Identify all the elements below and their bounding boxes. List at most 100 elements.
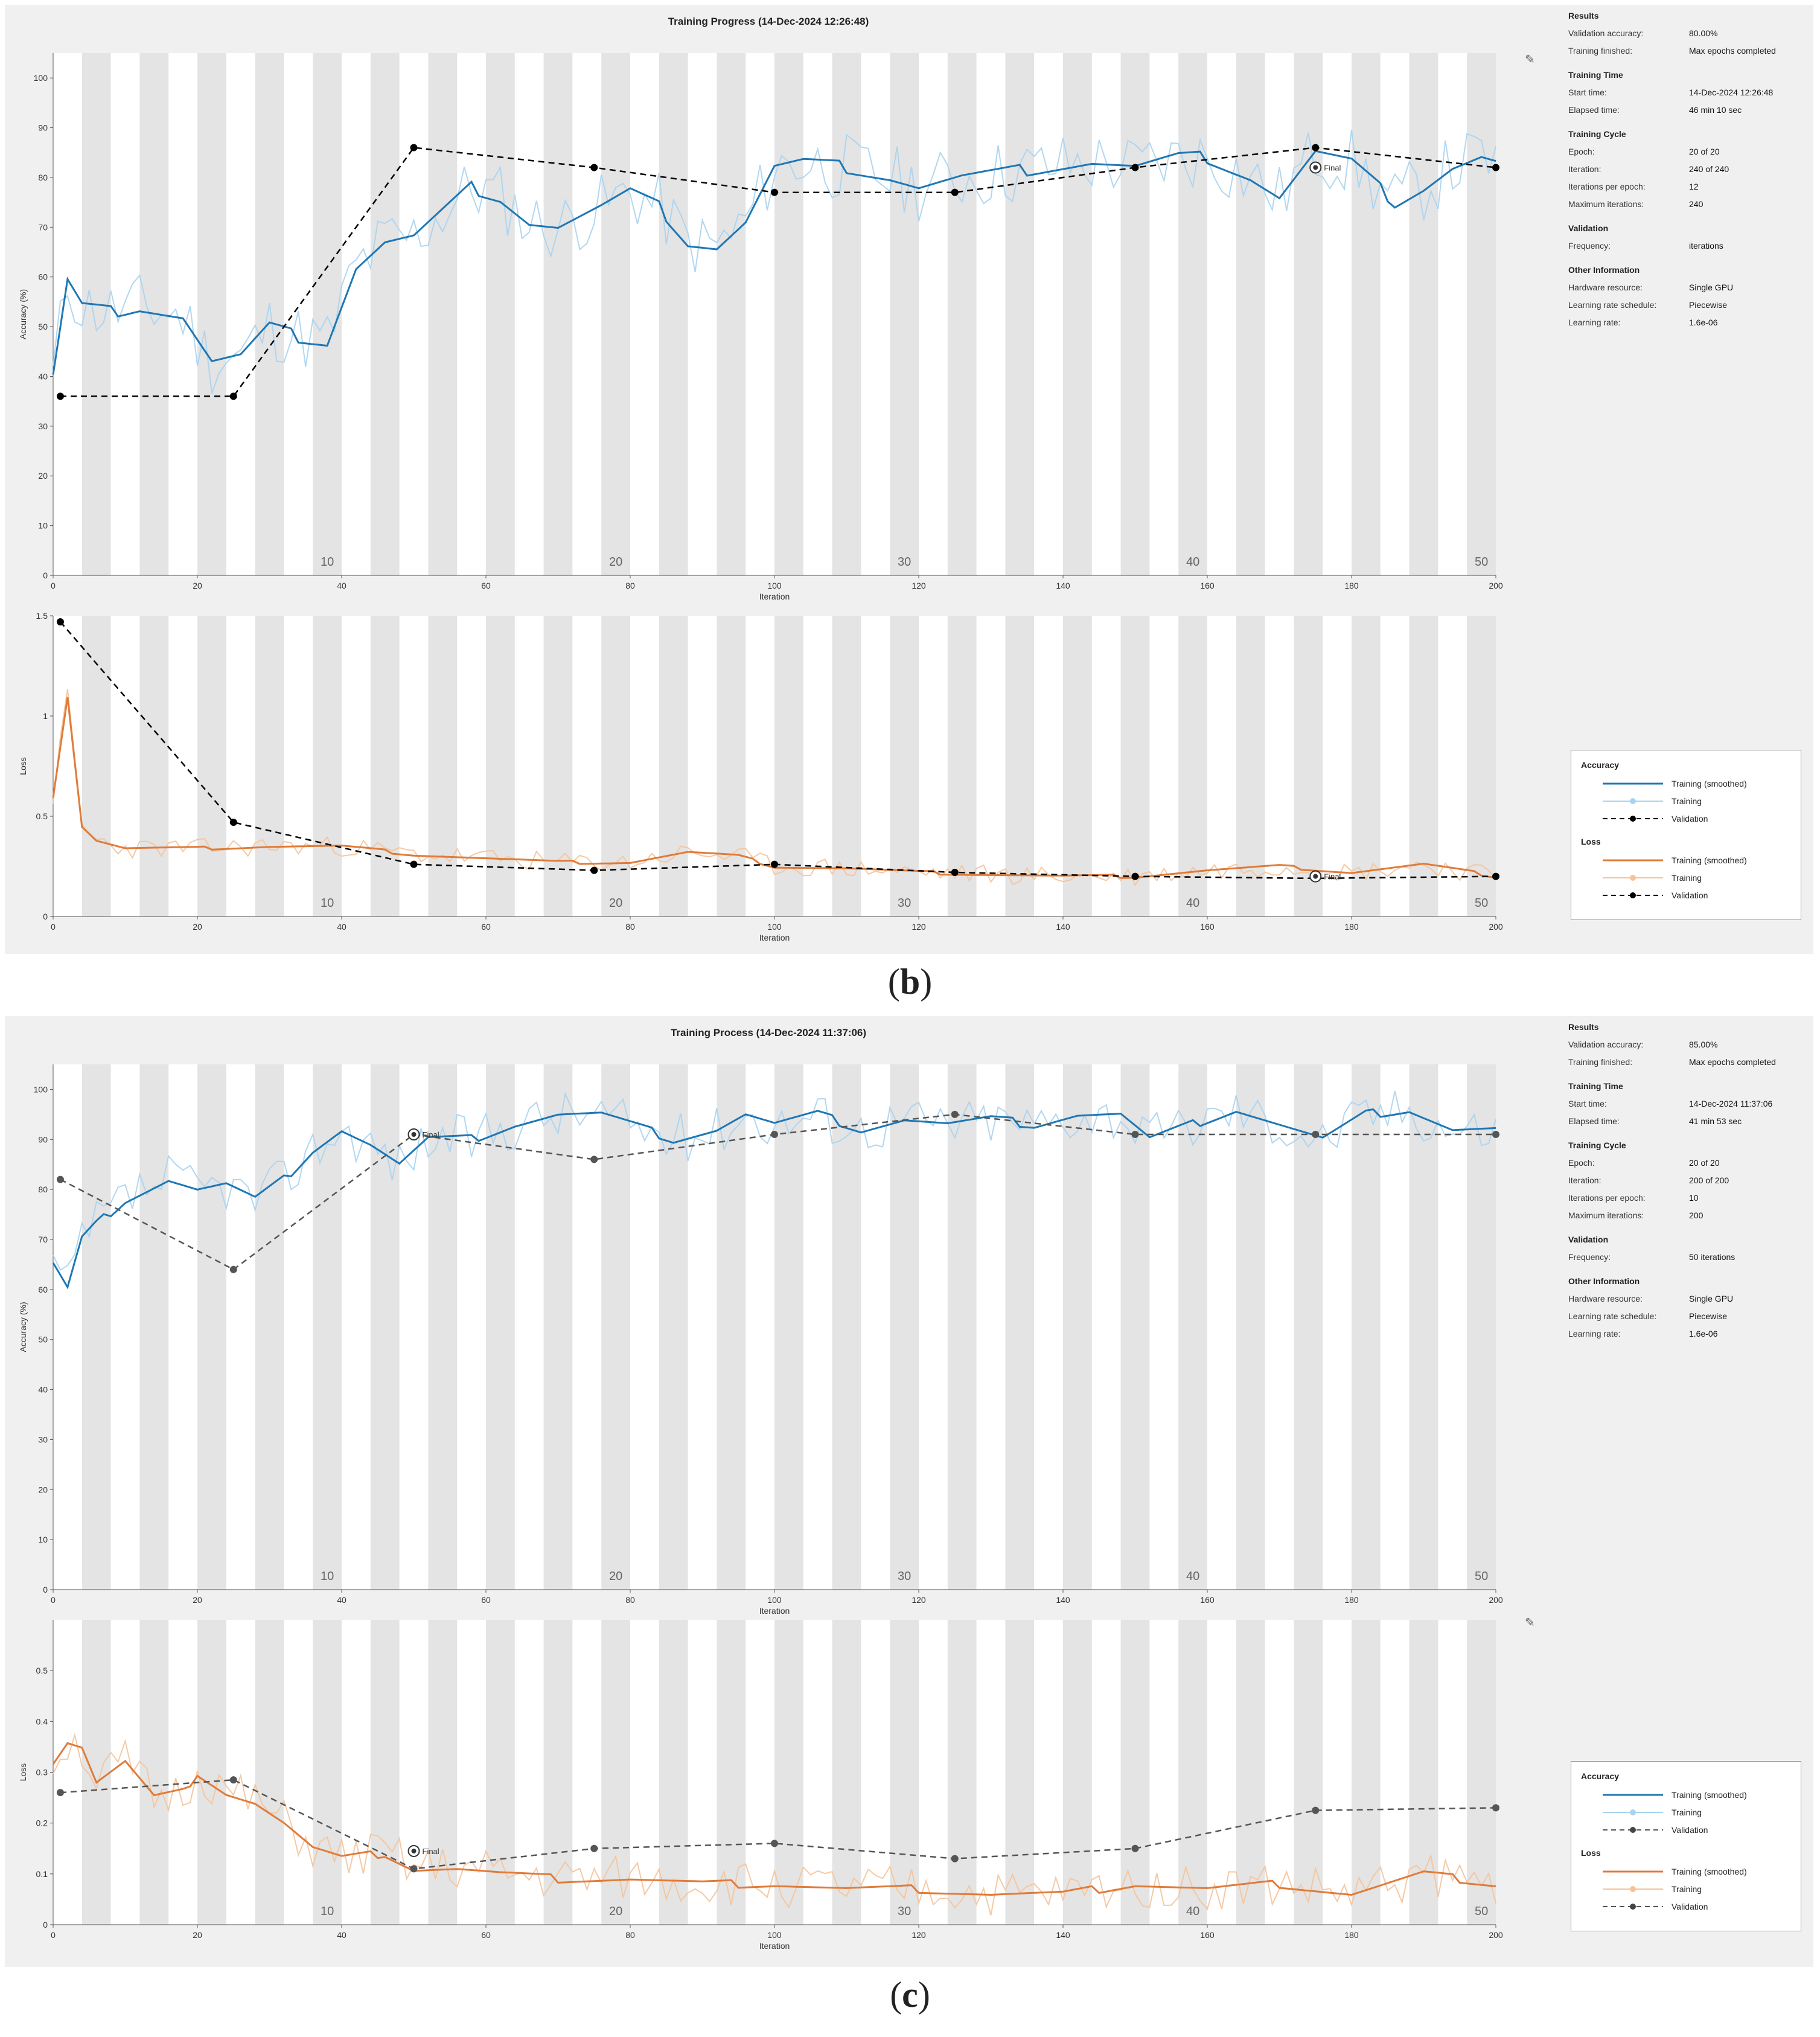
epoch-value: 20 of 20 — [1689, 146, 1720, 156]
x-tick-label: 120 — [912, 581, 926, 590]
x-tick-label: 20 — [193, 922, 202, 932]
epoch-shade — [832, 53, 861, 575]
validation-point — [1131, 872, 1139, 880]
swatch-acc-training — [1603, 1808, 1663, 1817]
y-axis-label: Accuracy (%) — [18, 289, 28, 339]
caption-letter: c — [902, 1975, 918, 2015]
epoch-label: 40 — [1186, 897, 1199, 910]
elapsed-time-value: 41 min 53 sec — [1689, 1116, 1742, 1126]
frequency-value: iterations — [1689, 240, 1723, 251]
y-tick-label: 20 — [38, 1485, 48, 1494]
epoch-shade — [313, 1064, 342, 1590]
x-tick-label: 100 — [767, 1930, 782, 1940]
epoch-shade — [543, 616, 573, 916]
x-tick-label: 160 — [1200, 581, 1215, 590]
y-tick-label: 0.5 — [36, 1666, 48, 1675]
epoch-shade — [890, 1620, 919, 1925]
x-tick-label: 80 — [625, 581, 635, 590]
other-info-heading: Other Information — [1568, 1276, 1640, 1286]
epoch-shade — [1294, 53, 1323, 575]
y-tick-label: 60 — [38, 272, 48, 282]
epoch-shade — [197, 1064, 226, 1590]
x-tick-label: 140 — [1056, 922, 1070, 932]
validation-point — [590, 1156, 598, 1163]
epoch-shade — [774, 1620, 803, 1925]
validation-point — [56, 1175, 64, 1183]
legend: Accuracy Training (smoothed) Training Va… — [1571, 750, 1801, 920]
epoch-shade — [370, 1620, 400, 1925]
info-label: Frequency: — [1568, 240, 1611, 251]
x-tick-label: 0 — [51, 1595, 56, 1605]
epoch-shade — [486, 616, 515, 916]
info-label: Hardware resource: — [1568, 282, 1643, 292]
x-tick-label: 60 — [481, 1930, 491, 1940]
lr-schedule-value: Piecewise — [1689, 1311, 1728, 1321]
elapsed-time-value: 46 min 10 sec — [1689, 104, 1742, 115]
caption-paren: ) — [918, 1975, 930, 2015]
epoch-shade — [1294, 1064, 1323, 1590]
x-tick-label: 140 — [1056, 1930, 1070, 1940]
y-axis-label: Loss — [18, 757, 28, 775]
swatch-loss-validation — [1603, 891, 1663, 900]
legend-accuracy-heading: Accuracy — [1581, 1771, 1620, 1781]
x-tick-label: 0 — [51, 581, 56, 590]
epoch-shade — [1120, 1064, 1150, 1590]
epoch-shade — [832, 1620, 861, 1925]
y-tick-label: 10 — [38, 1535, 48, 1544]
frequency-value: 50 iterations — [1689, 1252, 1735, 1262]
plot-b_loss: 0 20 40 60 80 100 120 140 160 180 200 0 0.5 1 1.5 Itera… — [18, 611, 1503, 942]
epoch-label: 50 — [1475, 555, 1488, 569]
training-finished-value: Max epochs completed — [1689, 45, 1776, 56]
epoch-shade — [1063, 1620, 1092, 1925]
y-tick-label: 30 — [38, 421, 48, 431]
epoch-shade — [139, 1064, 169, 1590]
epoch-shade — [1063, 53, 1092, 575]
lr-schedule-value: Piecewise — [1689, 299, 1728, 310]
epoch-shade — [601, 616, 630, 916]
epoch-shade — [1178, 1064, 1207, 1590]
epoch-shade — [428, 53, 458, 575]
epoch-shade — [428, 616, 458, 916]
training-smoothed-line — [52, 150, 1496, 375]
epoch-shade — [1467, 53, 1496, 575]
epoch-shade — [947, 53, 977, 575]
y-tick-label: 0.5 — [36, 811, 48, 821]
epoch-label: 30 — [898, 1905, 911, 1918]
epoch-shade — [543, 1620, 573, 1925]
panel-title: Training Process (14-Dec-2024 11:37:06) — [670, 1027, 867, 1038]
legend-label: Validation — [1672, 1824, 1708, 1835]
info-label: Start time: — [1568, 87, 1607, 97]
epoch-shade — [717, 53, 746, 575]
epoch-shade — [543, 1064, 573, 1590]
epoch-shade — [659, 1064, 688, 1590]
results-heading: Results — [1568, 11, 1599, 21]
iterations-per-epoch-value: 10 — [1689, 1192, 1699, 1203]
validation-point — [951, 188, 959, 196]
plots-panel-c: 0 20 40 60 80 100 120 140 160 180 2000102030405060… — [18, 1064, 1503, 1951]
x-axis-label: Iteration — [759, 1941, 790, 1951]
start-time-value: 14-Dec-2024 11:37:06 — [1689, 1098, 1773, 1108]
training-time-heading: Training Time — [1568, 70, 1623, 80]
validation-point — [1131, 1131, 1139, 1138]
y-tick-label: 1.5 — [36, 611, 48, 621]
epoch-shade — [601, 53, 630, 575]
edit-pencil-icon[interactable]: ✎ — [1525, 1616, 1535, 1629]
edit-pencil-icon[interactable]: ✎ — [1525, 53, 1535, 66]
learning-rate-value: 1.6e-06 — [1689, 1328, 1718, 1338]
validation-point — [951, 1855, 959, 1863]
epoch-shade — [774, 616, 803, 916]
epoch-shade — [717, 616, 746, 916]
epoch-shade — [139, 1620, 169, 1925]
info-label: Learning rate schedule: — [1568, 299, 1657, 310]
plots-panel-b: 0 20 40 60 80 100 120 140 160 180 2000102030405060… — [18, 53, 1503, 942]
epoch-shade — [1236, 616, 1265, 916]
iterations-per-epoch-value: 12 — [1689, 181, 1699, 191]
x-tick-label: 0 — [51, 922, 56, 932]
epoch-shade — [774, 53, 803, 575]
y-tick-label: 40 — [38, 371, 48, 381]
x-tick-label: 140 — [1056, 1595, 1070, 1605]
x-tick-label: 60 — [481, 922, 491, 932]
epoch-shade — [659, 616, 688, 916]
epoch-shade — [197, 1620, 226, 1925]
validation-point — [56, 392, 64, 400]
